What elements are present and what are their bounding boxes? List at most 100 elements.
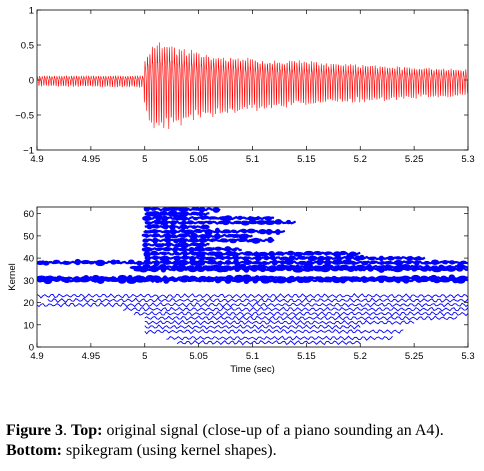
spike-marker: [152, 237, 159, 244]
spike-marker: [159, 211, 168, 216]
spike-marker: [316, 259, 324, 266]
spike-marker: [163, 278, 170, 284]
spike-marker: [217, 260, 223, 266]
spike-marker: [370, 260, 377, 265]
spike-marker: [297, 255, 307, 260]
bottom-xtick-label: 5: [142, 351, 147, 362]
spike-marker: [287, 250, 295, 256]
spike-marker: [151, 207, 158, 211]
spike-marker: [43, 278, 53, 285]
spike-band-line: [37, 301, 468, 308]
spike-marker: [142, 242, 149, 248]
spike-marker: [207, 216, 218, 220]
spike-marker: [286, 278, 293, 284]
spike-marker: [204, 256, 215, 261]
spike-marker: [110, 259, 117, 265]
spike-marker: [213, 251, 224, 258]
spike-marker: [237, 238, 248, 242]
caption-top-label: Top:: [71, 422, 103, 439]
spike-marker: [78, 278, 90, 283]
top-xtick-label: 5.1: [246, 154, 259, 165]
spike-marker: [177, 237, 188, 244]
spike-marker: [194, 245, 205, 252]
spike-marker: [198, 221, 206, 225]
spike-marker: [207, 220, 213, 224]
spike-marker: [345, 254, 353, 261]
spike-band: [37, 301, 468, 308]
spike-marker: [219, 265, 230, 273]
spike-marker: [285, 266, 292, 272]
spike-marker: [378, 278, 385, 284]
spike-marker: [313, 250, 322, 255]
spike-marker: [178, 207, 189, 213]
spike-marker: [142, 215, 152, 222]
spike-marker: [386, 266, 393, 271]
spike-marker: [393, 259, 404, 266]
spike-marker: [167, 207, 179, 211]
spike-marker: [219, 238, 228, 243]
spike-marker: [177, 247, 188, 252]
spike-marker: [212, 264, 220, 269]
spike-band: [141, 245, 242, 253]
spike-marker: [322, 277, 333, 283]
spike-marker: [144, 221, 152, 225]
spike-band: [142, 241, 210, 249]
spike-marker: [191, 225, 197, 229]
spike-marker: [262, 261, 269, 265]
spike-marker: [88, 261, 95, 265]
spike-marker: [240, 220, 250, 226]
spike-marker: [199, 215, 210, 220]
spike-marker: [243, 259, 252, 266]
spike-marker: [251, 217, 261, 221]
spike-marker: [179, 242, 189, 249]
spike-marker: [248, 219, 257, 225]
spike-marker: [196, 259, 206, 266]
top-ytick-label: 0.5: [21, 41, 34, 52]
spike-marker: [347, 266, 355, 273]
spike-marker: [200, 224, 210, 230]
spike-marker: [448, 260, 456, 265]
spike-marker: [233, 220, 243, 225]
spike-marker: [367, 256, 376, 261]
spike-marker: [173, 255, 181, 262]
spike-marker: [173, 214, 183, 221]
spike-band: [144, 218, 297, 226]
spike-marker: [176, 266, 185, 272]
spike-marker: [183, 229, 195, 235]
spike-marker: [37, 277, 43, 283]
spike-marker: [115, 259, 121, 264]
spike-marker: [143, 207, 150, 212]
spike-marker: [377, 266, 385, 273]
spike-marker: [332, 259, 343, 265]
spike-marker: [212, 207, 220, 213]
spike-marker: [383, 261, 394, 265]
spike-marker: [446, 267, 456, 272]
spike-marker: [163, 238, 172, 243]
spike-marker: [197, 242, 206, 247]
top-xtick-label: 5: [142, 154, 147, 165]
spike-marker: [153, 219, 162, 225]
spike-marker: [263, 255, 270, 261]
spike-marker: [275, 229, 281, 235]
spike-marker: [274, 266, 285, 271]
spike-marker: [233, 258, 239, 266]
spike-marker: [319, 266, 331, 273]
spike-marker: [224, 255, 231, 260]
spike-band: [143, 227, 286, 236]
spike-band: [176, 340, 361, 346]
spike-marker: [268, 267, 277, 273]
spike-marker: [196, 267, 206, 273]
spike-marker: [293, 251, 303, 257]
top-xtick-label: 5.2: [354, 154, 367, 165]
spike-marker: [405, 259, 413, 265]
spike-marker: [430, 259, 440, 265]
bottom-ytick-label: 60: [23, 209, 34, 220]
spike-marker: [214, 246, 222, 251]
spike-marker: [234, 277, 242, 283]
spike-marker: [413, 260, 420, 266]
spike-marker: [149, 266, 159, 273]
spike-marker: [251, 267, 258, 272]
spike-marker: [224, 246, 232, 252]
spike-marker: [412, 256, 424, 261]
spike-marker: [251, 260, 263, 265]
